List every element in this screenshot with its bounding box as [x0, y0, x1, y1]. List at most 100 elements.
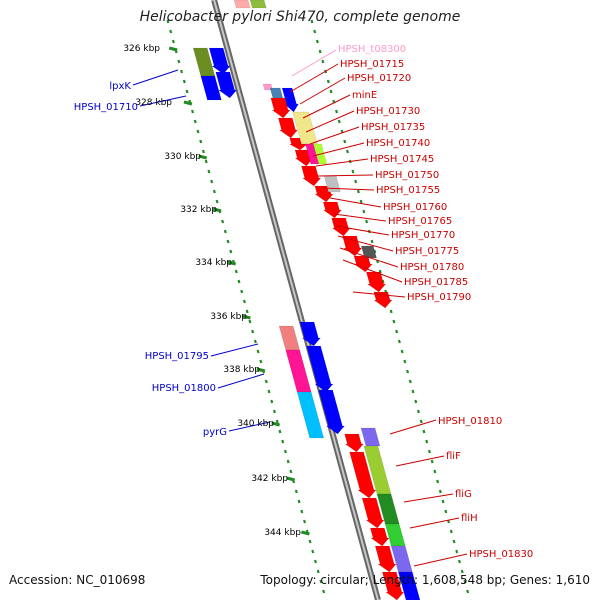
- gene-label-hpsh-01790[interactable]: HPSH_01790: [407, 292, 471, 303]
- gene-arrow: [369, 527, 390, 547]
- gene-label-hpsh-01740[interactable]: HPSH_01740: [366, 138, 430, 149]
- scale-tick: [414, 399, 418, 404]
- leader-line: [228, 421, 271, 432]
- gene-label-hpsh-01785[interactable]: HPSH_01785: [404, 277, 468, 288]
- leader-line: [210, 343, 259, 357]
- gene-label-hpsh-01720[interactable]: HPSH_01720: [347, 73, 411, 84]
- scale-tick: [308, 539, 312, 544]
- gene-label-hpsh-01795[interactable]: HPSH_01795: [145, 351, 209, 362]
- major-tick: [227, 260, 237, 266]
- gene-label-hpsh-01755[interactable]: HPSH_01755: [376, 185, 440, 196]
- scale-tick: [286, 459, 290, 464]
- gene-arrow-8: [342, 235, 363, 257]
- gene-arrow-6: [322, 201, 342, 219]
- gene-label-lpxK[interactable]: lpxK: [109, 81, 131, 92]
- gene-label-hpsh-01760[interactable]: HPSH_01760: [383, 202, 447, 213]
- scale-tick: [351, 169, 355, 174]
- scale-tick: [370, 239, 374, 244]
- scale-labels: 326 kbp 328 kbp 330 kbp 332 kbp 334 kbp …: [123, 44, 301, 538]
- major-tick: [183, 100, 193, 106]
- major-tick: [242, 314, 251, 320]
- gene-block: [360, 245, 377, 259]
- leader-line: [337, 235, 394, 252]
- scale-tick: [234, 269, 238, 274]
- scale-tick: [182, 79, 186, 84]
- leader-line: [299, 77, 346, 105]
- gene-label-hpsh-01780[interactable]: HPSH_01780: [400, 262, 464, 273]
- scale-tick: [433, 469, 437, 474]
- scale-tick: [337, 119, 341, 124]
- gene-label-fliG[interactable]: fliG: [455, 489, 472, 500]
- scale-tick: [313, 29, 317, 34]
- gene-label-pyrG[interactable]: pyrG: [203, 427, 227, 438]
- scale-tick: [452, 539, 456, 544]
- scale-tick: [322, 589, 326, 594]
- scale-tick: [229, 249, 233, 254]
- leader-line: [389, 419, 437, 435]
- gene-label-hpsh-01730[interactable]: HPSH_01730: [356, 106, 420, 117]
- scale-label: 334 kbp: [195, 258, 232, 268]
- leader-line: [403, 493, 454, 503]
- gene-label-hpsh-01750[interactable]: HPSH_01750: [375, 170, 439, 181]
- gene-features: [192, 0, 421, 600]
- scale-tick: [403, 359, 407, 364]
- scale-label: 340 kbp: [237, 419, 274, 429]
- leader-line: [302, 94, 351, 119]
- major-tick: [212, 207, 222, 213]
- gene-label-hpsh-t08300[interactable]: HPSH_t08300: [338, 44, 406, 55]
- gene-label-hpsh-01745[interactable]: HPSH_01745: [370, 154, 434, 165]
- scale-tick: [169, 29, 173, 34]
- scale-tick: [422, 429, 426, 434]
- gene-label-hpsh-01710[interactable]: HPSH_01710: [74, 102, 138, 113]
- gene-arrow-11: [373, 291, 393, 309]
- scale-tick: [171, 39, 175, 44]
- leader-line: [413, 553, 468, 567]
- scale-tick: [294, 489, 298, 494]
- gene-arrow: [344, 433, 364, 453]
- leader-line: [339, 247, 399, 268]
- gene-block-pyrG: [296, 391, 325, 439]
- leader-line: [139, 95, 187, 107]
- leader-line: [132, 69, 179, 86]
- right-gene-labels: HPSH_t08300 HPSH_01715 HPSH_01720 minE H…: [338, 44, 533, 560]
- scale-tick: [199, 139, 203, 144]
- scale-tick: [406, 369, 410, 374]
- gene-label-hpsh-01800[interactable]: HPSH_01800: [152, 383, 216, 394]
- scale-tick: [221, 219, 225, 224]
- gene-arrow: [215, 71, 238, 99]
- gene-label-fliH[interactable]: fliH: [461, 513, 478, 524]
- gene-arrow-4: [301, 165, 322, 187]
- leader-line: [409, 517, 460, 529]
- scale-tick: [343, 139, 347, 144]
- scale-tick: [185, 89, 189, 94]
- scale-tick: [180, 69, 184, 74]
- gene-block-hpsh-01830: [390, 545, 413, 573]
- gene-arrow: [318, 389, 345, 435]
- gene-label-fliF[interactable]: fliF: [446, 451, 461, 462]
- scale-tick: [245, 309, 249, 314]
- scale-tick: [430, 459, 434, 464]
- scale-label: 336 kbp: [210, 312, 247, 322]
- gene-label-hpsh-01830[interactable]: HPSH_01830: [469, 549, 533, 560]
- gene-block: [398, 571, 421, 600]
- gene-label-hpsh-01775[interactable]: HPSH_01775: [395, 246, 459, 257]
- gene-label-hpsh-01770[interactable]: HPSH_01770: [391, 230, 455, 241]
- scale-tick: [281, 439, 285, 444]
- scale-label: 330 kbp: [164, 152, 201, 162]
- gene-label-minE[interactable]: minE: [352, 90, 377, 101]
- leader-line: [309, 126, 360, 145]
- gene-label-hpsh-01810[interactable]: HPSH_01810: [438, 416, 502, 427]
- gene-label-hpsh-01715[interactable]: HPSH_01715: [340, 59, 404, 70]
- scale-tick: [270, 399, 274, 404]
- gene-label-hpsh-01765[interactable]: HPSH_01765: [388, 216, 452, 227]
- scale-tick: [240, 289, 244, 294]
- scale-tick: [400, 349, 404, 354]
- scale-tick: [392, 319, 396, 324]
- backbone: [211, 0, 381, 600]
- scale-tick: [463, 579, 467, 584]
- scale-tick: [378, 269, 382, 274]
- major-tick: [286, 476, 296, 482]
- gene-label-hpsh-01735[interactable]: HPSH_01735: [361, 122, 425, 133]
- map-title: Helicobacter pylori Shi470, complete gen…: [139, 9, 461, 25]
- major-tick: [301, 530, 310, 536]
